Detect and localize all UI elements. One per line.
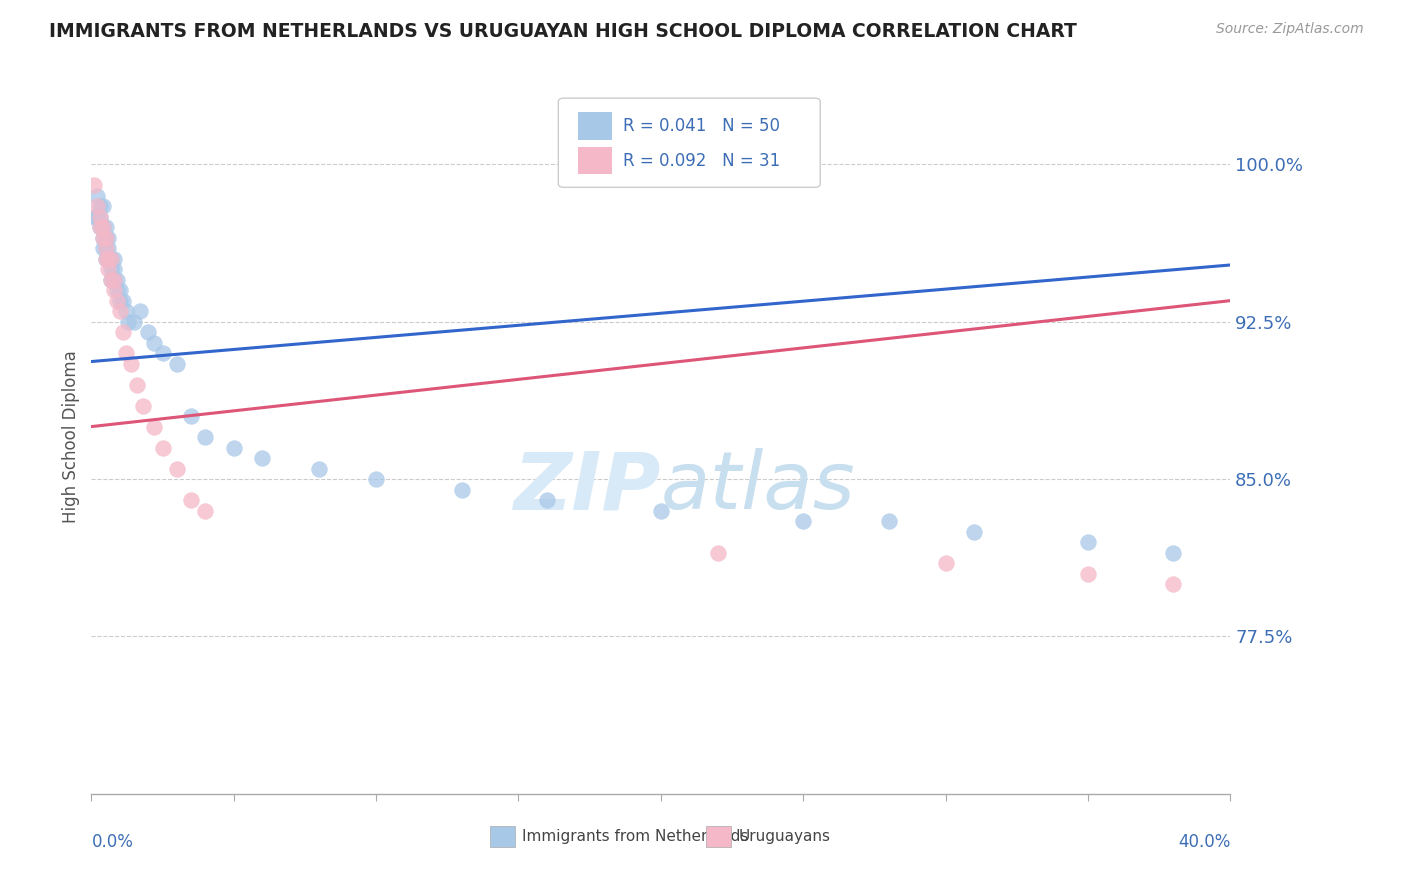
Point — [94, 220, 117, 235]
Point — [536, 493, 558, 508]
Point — [128, 304, 150, 318]
Point — [120, 357, 142, 371]
Point — [94, 230, 117, 244]
Point — [86, 199, 108, 213]
Point — [94, 252, 117, 266]
Text: 0.0%: 0.0% — [91, 833, 134, 851]
Text: 40.0%: 40.0% — [1178, 833, 1230, 851]
Point — [364, 472, 387, 486]
Point — [152, 441, 174, 455]
Point — [83, 210, 105, 224]
Point — [100, 273, 122, 287]
Point — [91, 241, 114, 255]
Point — [114, 304, 136, 318]
Point — [91, 220, 114, 235]
Point — [111, 325, 134, 339]
Point — [166, 461, 188, 475]
Point — [308, 461, 330, 475]
Point — [105, 273, 128, 287]
Point — [194, 503, 217, 517]
Point — [103, 262, 125, 277]
FancyBboxPatch shape — [706, 826, 731, 847]
Point — [100, 273, 122, 287]
Point — [94, 252, 117, 266]
FancyBboxPatch shape — [578, 147, 612, 175]
Point — [86, 188, 108, 202]
Point — [180, 409, 202, 423]
Point — [1077, 535, 1099, 549]
Point — [91, 230, 114, 244]
Point — [108, 283, 131, 297]
Point — [94, 241, 117, 255]
Point — [89, 220, 111, 235]
Point — [103, 252, 125, 266]
Point — [83, 178, 105, 193]
FancyBboxPatch shape — [489, 826, 515, 847]
Point — [105, 283, 128, 297]
Point — [108, 304, 131, 318]
Point — [877, 514, 900, 528]
Text: R = 0.041   N = 50: R = 0.041 N = 50 — [623, 117, 780, 135]
Point — [91, 199, 114, 213]
Point — [152, 346, 174, 360]
Text: ZIP: ZIP — [513, 448, 661, 526]
Text: IMMIGRANTS FROM NETHERLANDS VS URUGUAYAN HIGH SCHOOL DIPLOMA CORRELATION CHART: IMMIGRANTS FROM NETHERLANDS VS URUGUAYAN… — [49, 22, 1077, 41]
Text: Uruguayans: Uruguayans — [738, 830, 831, 844]
Point — [180, 493, 202, 508]
Point — [100, 252, 122, 266]
Point — [934, 556, 956, 570]
FancyBboxPatch shape — [578, 112, 612, 139]
Point — [450, 483, 472, 497]
Point — [166, 357, 188, 371]
Point — [792, 514, 814, 528]
Y-axis label: High School Diploma: High School Diploma — [62, 351, 80, 524]
Point — [97, 230, 120, 244]
Point — [94, 230, 117, 244]
Point — [122, 315, 145, 329]
Point — [91, 230, 114, 244]
Point — [706, 545, 728, 559]
Point — [1077, 566, 1099, 581]
Point — [89, 199, 111, 213]
Point — [143, 419, 166, 434]
Point — [131, 399, 153, 413]
Point — [103, 283, 125, 297]
Point — [105, 293, 128, 308]
Point — [111, 293, 134, 308]
Text: Source: ZipAtlas.com: Source: ZipAtlas.com — [1216, 22, 1364, 37]
Point — [103, 273, 125, 287]
Point — [97, 262, 120, 277]
Point — [125, 377, 148, 392]
Point — [650, 503, 672, 517]
Point — [103, 273, 125, 287]
Point — [222, 441, 245, 455]
Point — [97, 252, 120, 266]
Point — [89, 210, 111, 224]
Point — [100, 252, 122, 266]
Point — [89, 220, 111, 235]
Point — [100, 262, 122, 277]
Point — [194, 430, 217, 444]
Point — [97, 241, 120, 255]
Point — [108, 293, 131, 308]
FancyBboxPatch shape — [558, 98, 820, 187]
Point — [86, 210, 108, 224]
Point — [250, 451, 273, 466]
Text: Immigrants from Netherlands: Immigrants from Netherlands — [522, 830, 748, 844]
Text: R = 0.092   N = 31: R = 0.092 N = 31 — [623, 152, 780, 169]
Point — [963, 524, 986, 539]
Point — [97, 252, 120, 266]
Point — [117, 315, 139, 329]
Text: atlas: atlas — [661, 448, 856, 526]
Point — [1161, 577, 1184, 591]
Point — [138, 325, 160, 339]
Point — [89, 210, 111, 224]
Point — [114, 346, 136, 360]
Point — [1161, 545, 1184, 559]
Point — [91, 220, 114, 235]
Point — [143, 335, 166, 350]
Point — [94, 241, 117, 255]
